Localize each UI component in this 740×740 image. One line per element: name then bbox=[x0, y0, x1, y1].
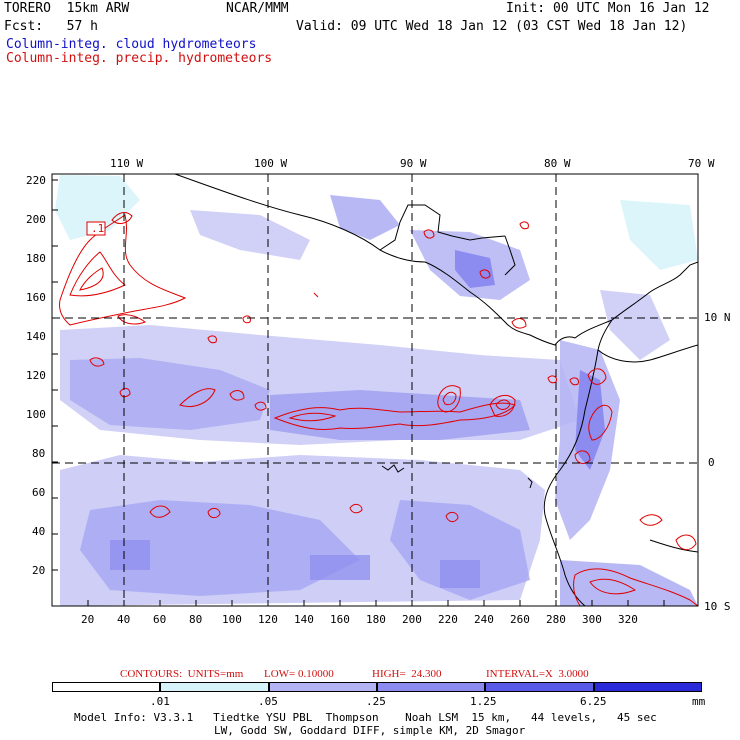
x-tick-label: 180 bbox=[366, 613, 386, 626]
org-label: NCAR/MMM bbox=[226, 1, 289, 16]
contours-units: CONTOURS: UNITS=mm bbox=[120, 668, 244, 680]
x-tick-label: 60 bbox=[153, 613, 167, 626]
lat-label: 10 N bbox=[704, 311, 731, 324]
x-tick-label: 140 bbox=[294, 613, 314, 626]
x-tick-label: 20 bbox=[81, 613, 95, 626]
x-tick-label: 120 bbox=[258, 613, 278, 626]
lon-label: 100 W bbox=[254, 157, 288, 170]
lon-label: 110 W bbox=[110, 157, 144, 170]
model-physics: LW, Godd SW, Goddard DIFF, simple KM, 2D… bbox=[214, 724, 526, 737]
y-tick-label: 100 bbox=[26, 408, 46, 421]
x-tick-label: 260 bbox=[510, 613, 530, 626]
legend-value: .05 bbox=[258, 695, 278, 708]
init-time: Init: 00 UTC Mon 16 Jan 12 bbox=[506, 1, 710, 16]
lat-lon-grid bbox=[52, 174, 698, 606]
lon-label: 80 W bbox=[544, 157, 571, 170]
model-title: TORERO 15km ARW bbox=[4, 1, 130, 16]
legend-swatch bbox=[269, 682, 377, 692]
y-tick-label: 20 bbox=[32, 564, 46, 577]
valid-time: Valid: 09 UTC Wed 18 Jan 12 (03 CST Wed … bbox=[296, 19, 688, 34]
x-tick-label: 320 bbox=[618, 613, 638, 626]
field-cloud-label: Column-integ. cloud hydrometeors bbox=[6, 37, 257, 52]
lat-label: 0 bbox=[708, 456, 715, 469]
legend-swatch bbox=[594, 682, 702, 692]
x-tick-label: 40 bbox=[117, 613, 131, 626]
legend-swatch bbox=[160, 682, 269, 692]
forecast-hour: Fcst: 57 h bbox=[4, 19, 98, 34]
legend-units: mm bbox=[692, 695, 706, 708]
coastline bbox=[174, 174, 698, 606]
legend-swatch bbox=[52, 682, 160, 692]
x-tick-label: 200 bbox=[402, 613, 422, 626]
x-tick-label: 280 bbox=[546, 613, 566, 626]
x-tick-label: 240 bbox=[474, 613, 494, 626]
y-tick-label: 120 bbox=[26, 369, 46, 382]
legend-swatch bbox=[377, 682, 485, 692]
y-tick-label: 80 bbox=[32, 447, 46, 460]
contours-low: LOW= 0.10000 bbox=[264, 668, 334, 680]
contours-interval: INTERVAL=X 3.0000 bbox=[486, 668, 589, 680]
axis-ticks bbox=[52, 179, 665, 606]
lon-label: 70 W bbox=[688, 157, 715, 170]
x-tick-label: 220 bbox=[438, 613, 458, 626]
y-tick-label: 220 bbox=[26, 174, 46, 187]
legend-swatch bbox=[485, 682, 594, 692]
contour-label: .1 bbox=[91, 222, 105, 235]
x-tick-label: 100 bbox=[222, 613, 242, 626]
legend-value: .25 bbox=[366, 695, 386, 708]
precip-contours bbox=[59, 212, 698, 606]
lat-label: 10 S bbox=[704, 600, 731, 613]
x-tick-label: 160 bbox=[330, 613, 350, 626]
contour-label-box bbox=[86, 221, 106, 236]
y-tick-label: 140 bbox=[26, 330, 46, 343]
legend-value: 6.25 bbox=[580, 695, 607, 708]
field-precip-label: Column-integ. precip. hydrometeors bbox=[6, 51, 273, 66]
lon-label: 90 W bbox=[400, 157, 427, 170]
legend-value: .01 bbox=[150, 695, 170, 708]
contours-high: HIGH= 24.300 bbox=[372, 668, 442, 680]
y-tick-label: 40 bbox=[32, 525, 46, 538]
y-tick-label: 180 bbox=[26, 252, 46, 265]
cloud-shading bbox=[55, 175, 698, 606]
x-tick-label: 300 bbox=[582, 613, 602, 626]
model-info: Model Info: V3.3.1 Tiedtke YSU PBL Thomp… bbox=[74, 711, 657, 724]
y-tick-label: 60 bbox=[32, 486, 46, 499]
x-tick-label: 80 bbox=[189, 613, 203, 626]
y-tick-label: 160 bbox=[26, 291, 46, 304]
legend-value: 1.25 bbox=[470, 695, 497, 708]
y-tick-label: 200 bbox=[26, 213, 46, 226]
